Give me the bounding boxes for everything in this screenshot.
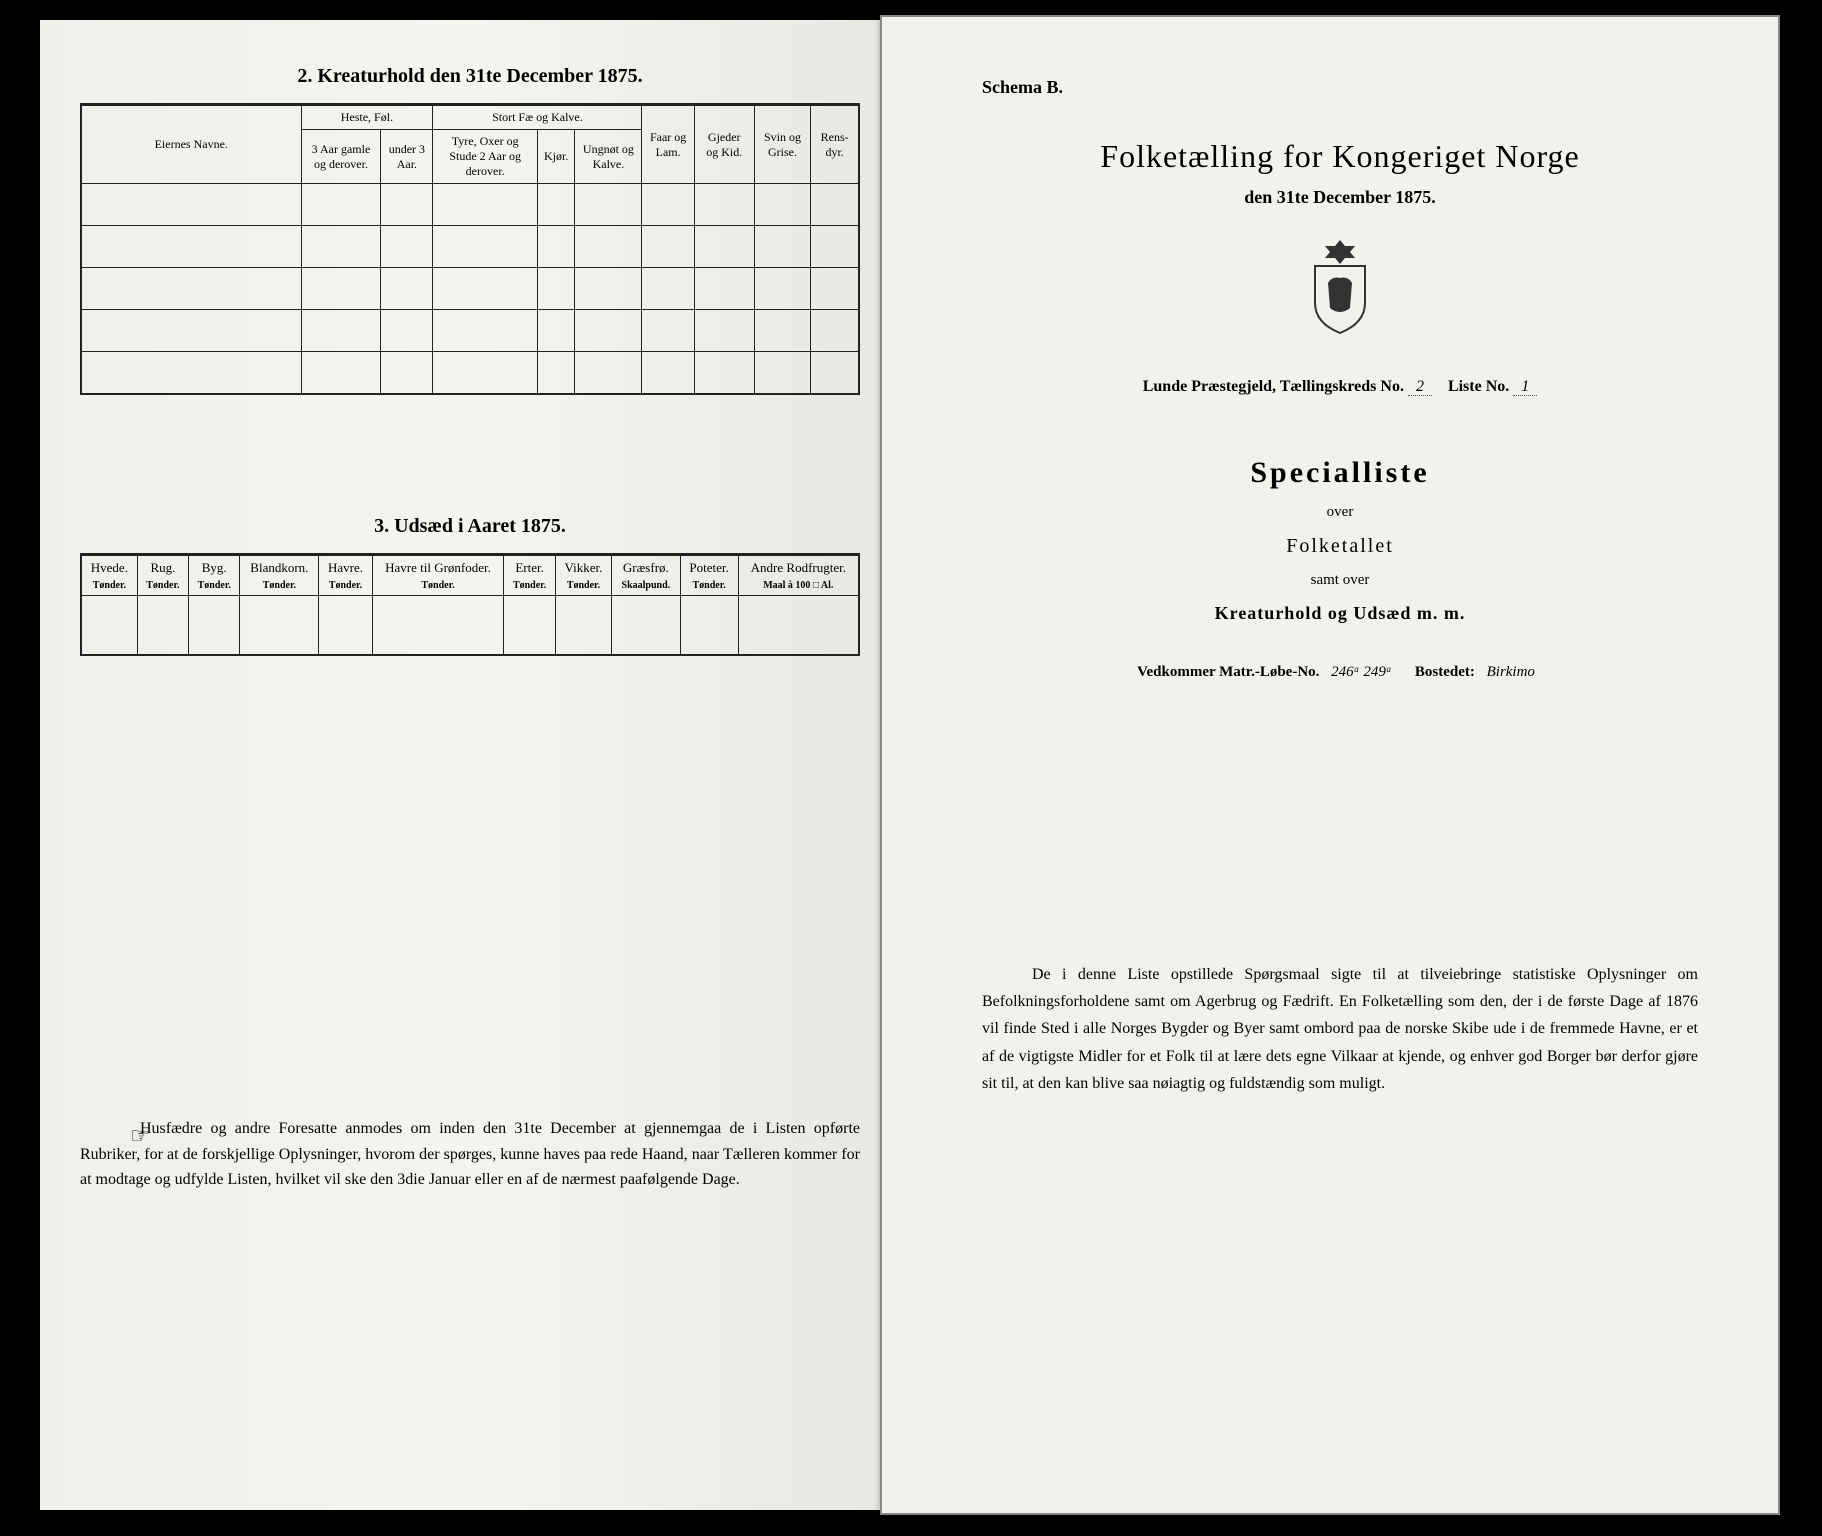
folketallet: Folketallet (982, 535, 1698, 558)
county-line: Lunde Præstegjeld, Tællingskreds No. 2 L… (982, 378, 1698, 396)
coat-of-arms-icon (1300, 238, 1380, 338)
left-footnote: ☞ Husfædre og andre Foresatte anmodes om… (80, 1116, 860, 1193)
table-row (81, 595, 859, 655)
section2-title: 2. Kreaturhold den 31te December 1875. (80, 65, 860, 88)
col-heste-sub1: 3 Aar gamle og derover. (301, 130, 381, 184)
kreatur-udsaed: Kreaturhold og Udsæd m. m. (982, 603, 1698, 624)
udsaed-cell (680, 595, 738, 655)
udsaed-cell (738, 595, 859, 655)
samt-over: samt over (982, 572, 1698, 589)
bostedet-label: Bostedet: (1415, 664, 1475, 680)
col-rens: Rens-dyr. (811, 105, 859, 184)
udsaed-col: Hvede.Tønder. (81, 554, 137, 595)
left-page: 2. Kreaturhold den 31te December 1875. E… (40, 20, 900, 1510)
table-row (81, 352, 859, 394)
schema-label: Schema B. (982, 77, 1698, 98)
main-title: Folketælling for Kongeriget Norge (982, 138, 1698, 175)
right-page: Schema B. Folketælling for Kongeriget No… (880, 15, 1780, 1515)
footnote-text: Husfædre og andre Foresatte anmodes om i… (80, 1120, 860, 1188)
udsaed-cell (372, 595, 504, 655)
udsaed-cell (189, 595, 240, 655)
udsaed-col: Erter.Tønder. (504, 554, 555, 595)
udsaed-cell (612, 595, 680, 655)
main-subtitle: den 31te December 1875. (982, 187, 1698, 208)
udsaed-col: Havre til Grønfoder.Tønder. (372, 554, 504, 595)
col-gjeder: Gjeder og Kid. (694, 105, 754, 184)
matr-line: Vedkommer Matr.-Løbe-No. 246ᵃ 249ᵃ Boste… (982, 664, 1698, 681)
liste-label: Liste No. (1448, 378, 1509, 395)
over-1: over (982, 504, 1698, 521)
col-stort-sub3: Ungnøt og Kalve. (575, 130, 642, 184)
udsaed-cell (319, 595, 372, 655)
udsaed-col: Andre Rodfrugter.Maal à 100 □ Al. (738, 554, 859, 595)
udsaed-col: Vikker.Tønder. (555, 554, 611, 595)
udsaed-cell (555, 595, 611, 655)
col-stort-sub1: Tyre, Oxer og Stude 2 Aar og derover. (433, 130, 538, 184)
udsaed-col: Havre.Tønder. (319, 554, 372, 595)
section3-title: 3. Udsæd i Aaret 1875. (80, 515, 860, 538)
col-eierne: Eiernes Navne. (81, 105, 301, 184)
col-svin: Svin og Grise. (754, 105, 811, 184)
col-heste-sub2: under 3 Aar. (381, 130, 433, 184)
udsaed-table: Hvede.Tønder.Rug.Tønder.Byg.Tønder.Bland… (80, 553, 860, 657)
udsaed-col: Rug.Tønder. (137, 554, 188, 595)
udsaed-cell (504, 595, 555, 655)
specialliste-title: Specialliste (982, 456, 1698, 490)
liste-no: 1 (1513, 378, 1537, 396)
udsaed-col: Blandkorn.Tønder. (240, 554, 319, 595)
udsaed-col: Byg.Tønder. (189, 554, 240, 595)
udsaed-col: Poteter.Tønder. (680, 554, 738, 595)
kreatur-table: Eiernes Navne. Heste, Føl. Stort Fæ og K… (80, 103, 860, 395)
col-faar: Faar og Lam. (642, 105, 694, 184)
table-row (81, 226, 859, 268)
right-footnote: De i denne Liste opstillede Spørgsmaal s… (982, 961, 1698, 1097)
county-no: 2 (1408, 378, 1432, 396)
udsaed-cell (240, 595, 319, 655)
county-prefix: Lunde Præstegjeld, Tællingskreds No. (1143, 378, 1404, 395)
table-row (81, 268, 859, 310)
matr-no: 246ᵃ 249ᵃ (1323, 664, 1400, 680)
table-row (81, 184, 859, 226)
col-stortfae: Stort Fæ og Kalve. (433, 105, 642, 130)
udsaed-cell (137, 595, 188, 655)
col-stort-sub2: Kjør. (538, 130, 575, 184)
bostedet-value: Birkimo (1479, 664, 1543, 680)
table-row (81, 310, 859, 352)
col-heste: Heste, Føl. (301, 105, 433, 130)
udsaed-col: Græsfrø.Skaalpund. (612, 554, 680, 595)
pointing-hand-icon: ☞ (70, 1118, 150, 1153)
matr-prefix: Vedkommer Matr.-Løbe-No. (1137, 664, 1319, 680)
udsaed-cell (81, 595, 137, 655)
